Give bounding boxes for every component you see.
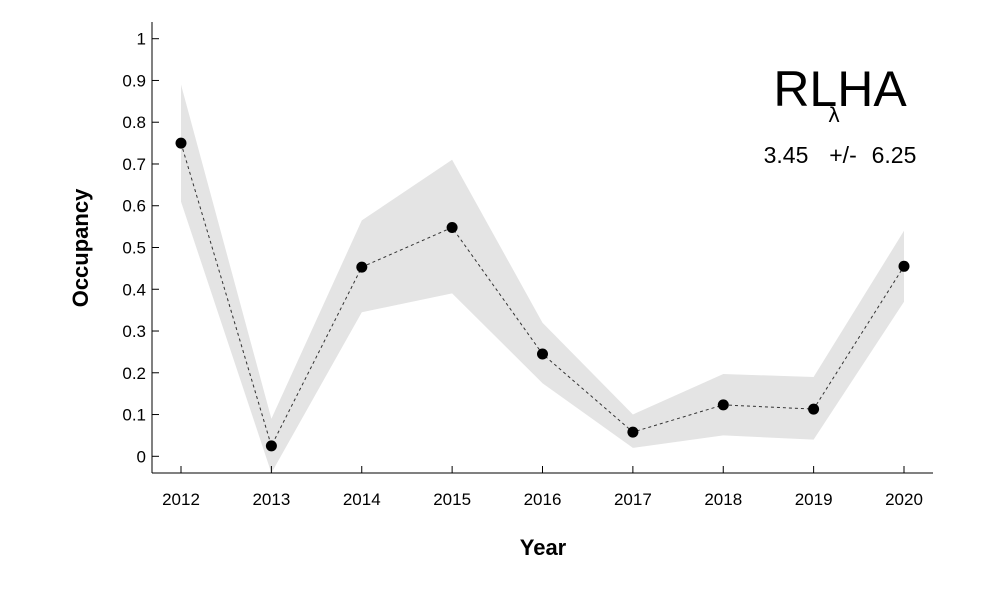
trend-error: 6.25 bbox=[872, 142, 917, 168]
x-tick-label-2012: 2012 bbox=[162, 490, 200, 509]
trend-value: 3.45 bbox=[764, 142, 809, 168]
axes: 00.10.20.30.40.50.60.70.80.91 2012 2013 20… bbox=[122, 22, 933, 509]
confidence-band bbox=[181, 84, 904, 473]
x-tick-label-2017: 2017 bbox=[614, 490, 652, 509]
y-tick-label: 0.1 bbox=[122, 406, 146, 425]
y-tick-label: 0.3 bbox=[122, 322, 146, 341]
data-point-2014 bbox=[356, 261, 368, 273]
y-tick-label: 0.7 bbox=[122, 155, 146, 174]
data-point-2016 bbox=[537, 348, 548, 360]
data-point-2019 bbox=[808, 403, 820, 415]
lambda-symbol: λ bbox=[828, 103, 840, 127]
data-point-2013 bbox=[265, 440, 277, 452]
data-points bbox=[175, 137, 910, 452]
y-tick-label: 0.6 bbox=[122, 197, 146, 216]
trend-annotation: RLHA λ 3.45 +/- 6.25 bbox=[764, 61, 917, 168]
data-point-2017 bbox=[627, 426, 639, 438]
y-tick-label: 0.2 bbox=[122, 364, 146, 383]
y-axis-title: Occupancy bbox=[68, 188, 93, 307]
data-point-2020 bbox=[898, 260, 910, 272]
x-tick-label-2018: 2018 bbox=[704, 490, 742, 509]
x-tick-label-2020: 2020 bbox=[885, 490, 923, 509]
trend-separator: +/- bbox=[829, 142, 856, 168]
site-code-label: RLHA bbox=[773, 61, 907, 117]
y-tick-label: 0.4 bbox=[122, 280, 146, 299]
x-tick-label-2014: 2014 bbox=[343, 490, 381, 509]
x-tick-label-2016: 2016 bbox=[524, 490, 562, 509]
x-ticks: 2012 2013 2014 2015 2016 2017 2018 2019 2020 bbox=[162, 466, 923, 509]
y-tick-label: 0 bbox=[137, 447, 146, 466]
y-tick-label: 0.5 bbox=[122, 239, 146, 258]
plot-area bbox=[175, 84, 910, 473]
y-tick-label: 0.9 bbox=[122, 71, 146, 90]
x-axis-title: Year bbox=[520, 535, 567, 560]
data-point-2015 bbox=[446, 222, 458, 233]
data-point-2018 bbox=[717, 399, 729, 411]
data-point-2012 bbox=[175, 137, 187, 149]
x-tick-label-2019: 2019 bbox=[795, 490, 833, 509]
y-tick-label: 0.8 bbox=[122, 113, 146, 132]
x-tick-label-2015: 2015 bbox=[433, 490, 471, 509]
x-tick-label-2013: 2013 bbox=[252, 490, 290, 509]
y-tick-label: 1 bbox=[137, 30, 146, 49]
y-ticks: 0 0.1 0.2 0.3 0.4 0.5 0.6 0.7 0.8 0.9 1 bbox=[122, 30, 159, 466]
